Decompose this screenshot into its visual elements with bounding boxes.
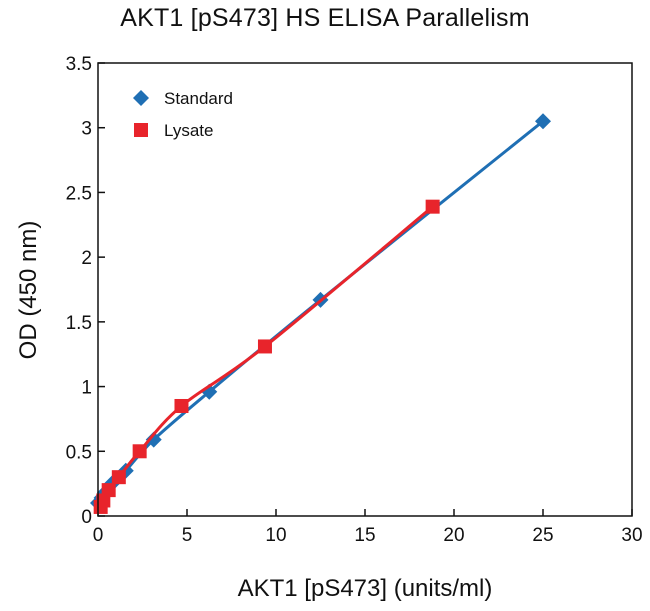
standard-point bbox=[145, 431, 162, 448]
x-axis-label: AKT1 [pS473] (units/ml) bbox=[238, 575, 493, 602]
x-tick-label: 0 bbox=[93, 525, 104, 546]
x-tick-label: 25 bbox=[532, 525, 553, 546]
legend: Standard Lysate bbox=[133, 89, 233, 140]
chart-title: AKT1 [pS473] HS ELISA Parallelism bbox=[120, 4, 530, 32]
lysate-point bbox=[174, 398, 189, 413]
y-tick-label: 2 bbox=[81, 248, 92, 269]
y-tick-label: 2.5 bbox=[66, 183, 92, 204]
x-tick-label: 5 bbox=[182, 525, 193, 546]
y-tick-label: 0.5 bbox=[66, 442, 92, 463]
y-tick-label: 1 bbox=[81, 378, 92, 399]
legend-lysate-marker bbox=[134, 123, 148, 137]
standard-series-line bbox=[96, 119, 545, 505]
legend-standard-label: Standard bbox=[164, 89, 233, 108]
y-tick-label: 3 bbox=[81, 119, 92, 140]
standard-point bbox=[535, 113, 551, 130]
lysate-point bbox=[111, 470, 126, 485]
lysate-point bbox=[132, 444, 147, 459]
y-tick-label: 3.5 bbox=[66, 54, 92, 75]
y-tick-label: 0 bbox=[81, 507, 92, 528]
legend-standard-marker bbox=[133, 90, 149, 106]
x-tick-label: 20 bbox=[443, 525, 464, 546]
x-tick-label: 15 bbox=[354, 525, 375, 546]
plot-frame bbox=[97, 62, 633, 517]
legend-lysate-label: Lysate bbox=[164, 121, 213, 140]
lysate-point bbox=[257, 339, 272, 354]
lysate-point bbox=[425, 199, 440, 214]
y-axis-label: OD (450 nm) bbox=[15, 221, 42, 360]
lysate-point bbox=[101, 483, 116, 498]
y-tick-label: 1.5 bbox=[66, 313, 92, 334]
series-layer bbox=[90, 113, 551, 514]
x-tick-label: 30 bbox=[621, 525, 642, 546]
x-tick-label: 10 bbox=[265, 525, 286, 546]
axis-ticks: 0 5 10 15 20 25 30 0 0.5 1 1.5 2 2.5 3 3.5 bbox=[66, 54, 643, 546]
lysate-series-line bbox=[99, 205, 435, 509]
